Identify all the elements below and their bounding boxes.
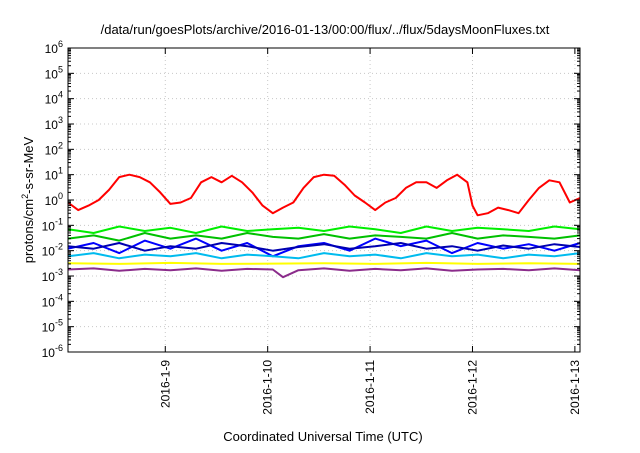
y-tick-label-base: 10 bbox=[45, 194, 59, 208]
y-tick-label-base: 10 bbox=[45, 93, 59, 107]
y-tick-label: 101 bbox=[45, 166, 63, 183]
chart-title: /data/run/goesPlots/archive/2016-01-13/0… bbox=[101, 22, 550, 37]
y-tick-label: 100 bbox=[45, 191, 63, 208]
y-axis-label-suffix: -s-sr-MeV bbox=[21, 136, 36, 193]
y-tick-label-exponent: -3 bbox=[55, 267, 63, 277]
y-tick-label: 103 bbox=[45, 115, 63, 132]
y-tick-label-exponent: 2 bbox=[58, 140, 63, 150]
y-tick-label-exponent: 4 bbox=[58, 90, 63, 100]
y-tick-label-base: 10 bbox=[42, 321, 56, 335]
x-axis-label: Coordinated Universal Time (UTC) bbox=[223, 429, 422, 444]
y-tick-labels: 10610510410310210110010-110-210-310-410-… bbox=[42, 39, 63, 360]
y-tick-label-exponent: -2 bbox=[55, 242, 63, 252]
x-tick-label: 2016-1-11 bbox=[363, 360, 377, 414]
y-tick-label-exponent: -5 bbox=[55, 318, 63, 328]
y-tick-label-exponent: -1 bbox=[55, 216, 63, 226]
y-tick-label-exponent: -6 bbox=[55, 343, 63, 353]
y-tick-label-exponent: 5 bbox=[58, 64, 63, 74]
y-tick-label-base: 10 bbox=[45, 169, 59, 183]
y-tick-label: 104 bbox=[45, 90, 63, 107]
x-tick-labels: 2016-1-9 2016-1-10 2016-1-11 2016-1-12 2016-… bbox=[158, 360, 582, 415]
y-axis-label-sup: 2 bbox=[20, 194, 30, 199]
plot-frame bbox=[67, 47, 581, 353]
y-tick-label-base: 10 bbox=[45, 42, 59, 56]
y-tick-label-base: 10 bbox=[42, 270, 56, 284]
y-tick-label: 10-2 bbox=[42, 242, 63, 259]
series-line-1 bbox=[67, 225, 581, 234]
y-tick-label-base: 10 bbox=[45, 143, 59, 157]
x-tick-label: 2016-1-9 bbox=[158, 360, 172, 408]
x-tick-label: 2016-1-10 bbox=[261, 360, 275, 415]
y-tick-label-exponent: 1 bbox=[58, 166, 63, 176]
y-tick-label-base: 10 bbox=[42, 245, 56, 259]
y-tick-label-exponent: 0 bbox=[58, 191, 63, 201]
y-tick-label-exponent: 6 bbox=[58, 39, 63, 49]
grid bbox=[68, 48, 580, 352]
x-tick-label: 2016-1-12 bbox=[465, 360, 479, 415]
y-axis-label: protons/cm2-s-sr-MeV bbox=[20, 136, 36, 263]
y-tick-label-exponent: -4 bbox=[55, 292, 63, 302]
axes bbox=[67, 47, 581, 353]
y-tick-label: 105 bbox=[45, 64, 63, 81]
series-line-7 bbox=[67, 267, 581, 279]
y-tick-label: 10-1 bbox=[42, 216, 63, 233]
y-tick-label: 10-6 bbox=[42, 343, 63, 360]
series-line-6 bbox=[67, 261, 581, 265]
y-axis-label-prefix: protons/cm bbox=[21, 199, 36, 263]
series-group bbox=[67, 173, 581, 279]
series-line-4 bbox=[67, 242, 581, 252]
y-tick-label: 10-4 bbox=[42, 292, 63, 309]
y-tick-label: 106 bbox=[45, 39, 63, 56]
y-tick-label: 10-3 bbox=[42, 267, 63, 284]
y-tick-label-base: 10 bbox=[45, 118, 59, 132]
y-tick-label-base: 10 bbox=[42, 346, 56, 360]
series-line-2 bbox=[67, 232, 581, 242]
x-tick-label: 2016-1-13 bbox=[568, 360, 582, 415]
y-tick-label: 102 bbox=[45, 140, 63, 157]
y-tick-label-exponent: 3 bbox=[58, 115, 63, 125]
y-tick-label-base: 10 bbox=[45, 67, 59, 81]
series-line-5 bbox=[67, 252, 581, 260]
y-tick-label-base: 10 bbox=[42, 295, 56, 309]
y-tick-label: 10-5 bbox=[42, 318, 63, 335]
series-line-0 bbox=[67, 173, 581, 217]
y-tick-label-base: 10 bbox=[42, 219, 56, 233]
